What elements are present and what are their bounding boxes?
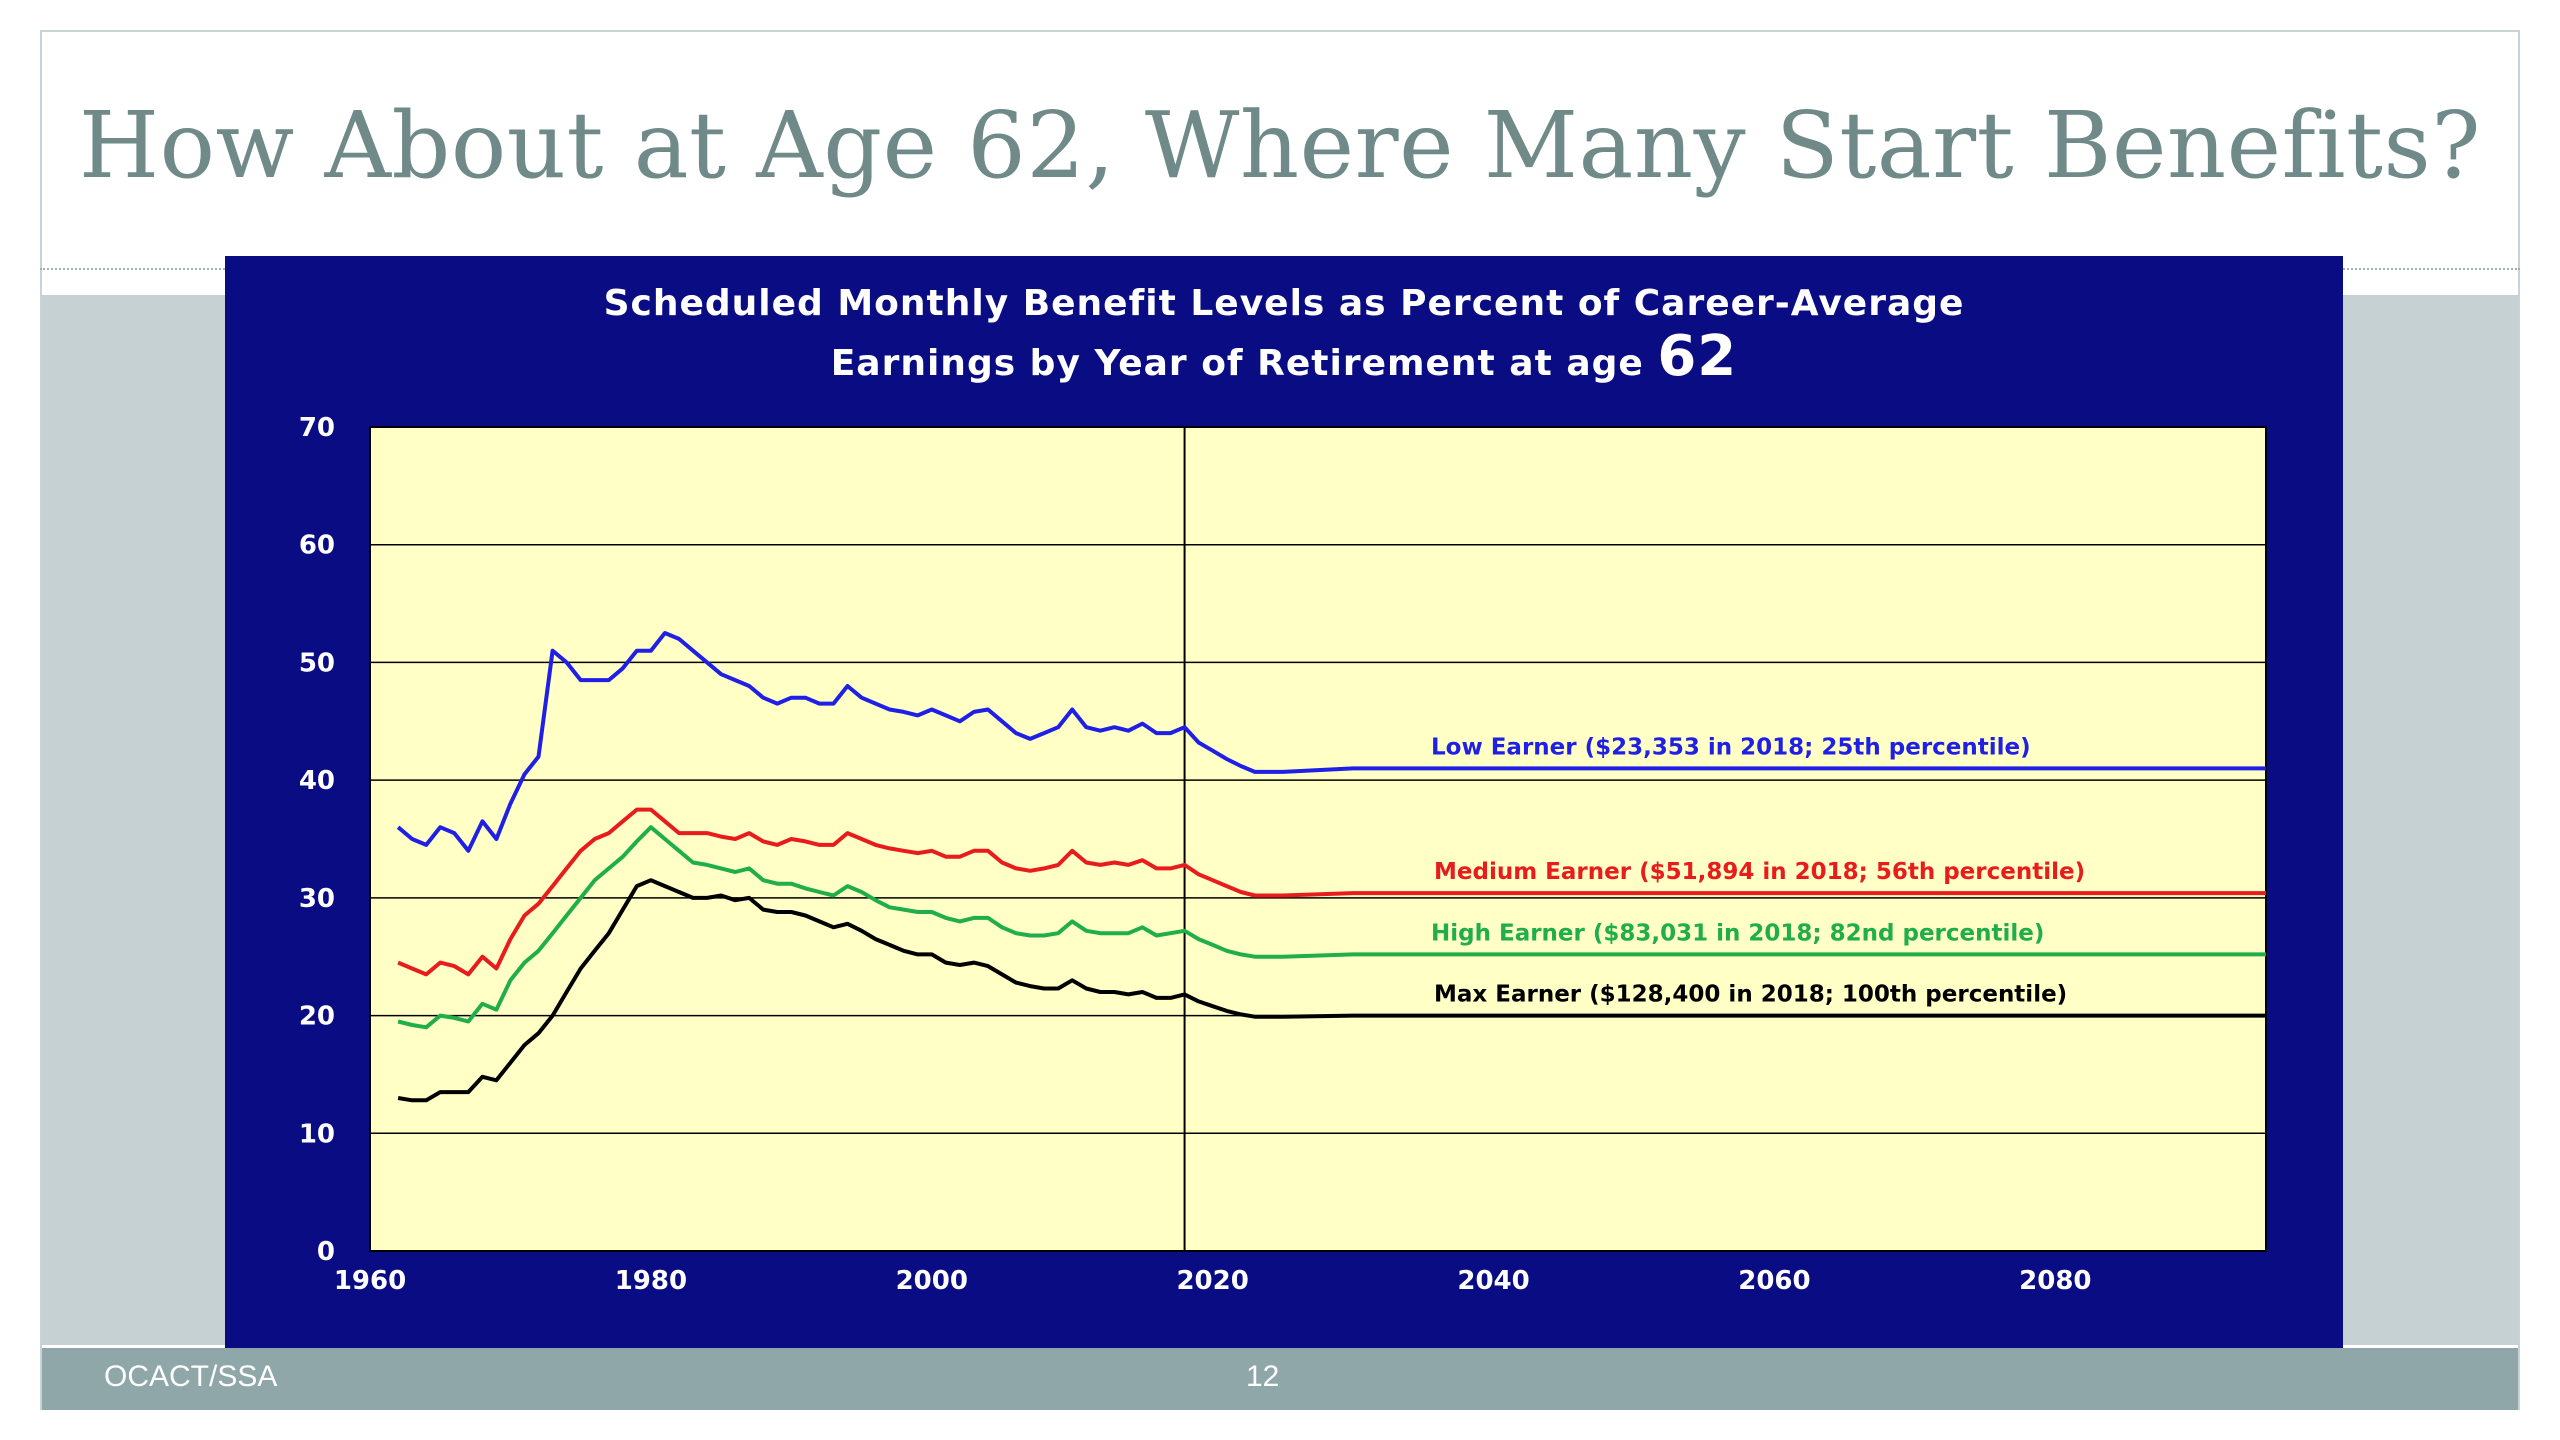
footer-org-label: OCACT/SSA xyxy=(104,1360,278,1393)
x-tick-label: 2080 xyxy=(2019,1266,2091,1296)
x-tick-label: 2020 xyxy=(1176,1266,1248,1296)
series-line-max xyxy=(397,878,2266,1103)
y-tick-label: 60 xyxy=(299,531,335,561)
series-label-high: High Earner ($83,031 in 2018; 82nd perce… xyxy=(1431,920,2044,946)
plot-border xyxy=(369,426,2267,1252)
chart-panel: 0 10 20 30 40 50 60 70 1960 1980 2000 2020 2040 2060 2… xyxy=(225,256,2343,1354)
y-tick-label: 0 xyxy=(317,1237,335,1267)
footer-bar: OCACT/SSA 12 xyxy=(42,1348,2518,1410)
y-tick-label: 50 xyxy=(299,648,335,678)
plot-area xyxy=(370,427,2266,1251)
series-label-medium: Medium Earner ($51,894 in 2018; 56th per… xyxy=(1434,859,2085,885)
x-tick-label: 1980 xyxy=(615,1266,687,1296)
series-labels: Low Earner ($23,353 in 2018; 25th percen… xyxy=(1431,734,2085,1007)
series-line-high xyxy=(397,825,2266,1030)
series-label-max: Max Earner ($128,400 in 2018; 100th perc… xyxy=(1434,982,2067,1008)
y-tick-label: 10 xyxy=(299,1119,335,1149)
x-tick-label: 2000 xyxy=(896,1266,968,1296)
title-area: How About at Age 62, Where Many Start Be… xyxy=(40,30,2520,270)
x-tick-label: 2060 xyxy=(1738,1266,1810,1296)
series-lines xyxy=(396,631,2266,1103)
chart-title-line2-text: Earnings by Year of Retirement at age xyxy=(831,343,1644,384)
chart-svg: 0 10 20 30 40 50 60 70 1960 1980 2000 2020 2040 2060 2… xyxy=(299,283,2267,1296)
y-tick-label: 70 xyxy=(299,413,335,443)
chart-title-age: 62 xyxy=(1657,324,1737,389)
y-tick-label: 20 xyxy=(299,1002,335,1032)
series-line-low xyxy=(396,631,2266,853)
y-tick-label: 40 xyxy=(299,766,335,796)
chart-title-line1: Scheduled Monthly Benefit Levels as Perc… xyxy=(604,283,1965,324)
x-tick-label: 2040 xyxy=(1457,1266,1529,1296)
series-line-medium xyxy=(397,807,2266,977)
gridlines xyxy=(370,543,2266,1135)
chart-title-line2: Earnings by Year of Retirement at age 62 xyxy=(831,324,1738,389)
x-tick-label: 1960 xyxy=(334,1266,406,1296)
series-label-low: Low Earner ($23,353 in 2018; 25th percen… xyxy=(1431,734,2031,760)
y-tick-label: 30 xyxy=(299,884,335,914)
axes: 0 10 20 30 40 50 60 70 1960 1980 2000 2020 2040 2060 2… xyxy=(299,413,2267,1296)
page-number: 12 xyxy=(1246,1360,1280,1393)
slide-title: How About at Age 62, Where Many Start Be… xyxy=(78,92,2482,199)
